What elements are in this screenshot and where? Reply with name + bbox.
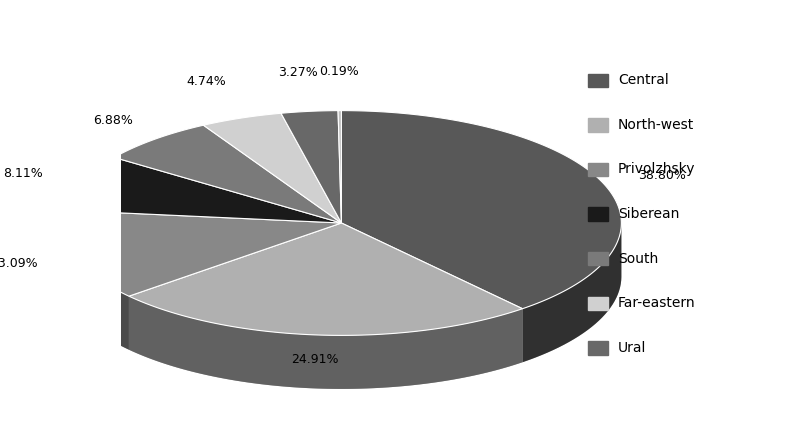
Polygon shape — [63, 157, 341, 223]
Polygon shape — [61, 222, 129, 350]
Polygon shape — [114, 125, 341, 223]
Text: 24.91%: 24.91% — [291, 353, 338, 366]
Bar — [588, 207, 608, 221]
Text: Privolzhsky: Privolzhsky — [618, 162, 696, 177]
Bar — [588, 297, 608, 310]
Text: Far-eastern: Far-eastern — [618, 296, 696, 310]
Polygon shape — [522, 223, 622, 362]
Polygon shape — [203, 113, 341, 223]
Polygon shape — [129, 223, 522, 335]
Text: 0.19%: 0.19% — [319, 65, 359, 78]
Text: 6.88%: 6.88% — [93, 115, 133, 128]
Text: 38.80%: 38.80% — [638, 169, 686, 182]
Text: Ural: Ural — [618, 341, 646, 355]
Bar — [588, 163, 608, 176]
Polygon shape — [61, 210, 341, 296]
Text: North-west: North-west — [618, 118, 694, 132]
Text: Central: Central — [618, 73, 669, 87]
Bar — [588, 118, 608, 132]
Polygon shape — [129, 296, 522, 389]
Text: 13.09%: 13.09% — [0, 257, 39, 270]
Text: 4.74%: 4.74% — [186, 75, 226, 88]
Bar — [588, 252, 608, 265]
Polygon shape — [338, 111, 341, 223]
Polygon shape — [61, 224, 622, 389]
Bar — [588, 341, 608, 355]
Polygon shape — [341, 111, 622, 309]
Text: South: South — [618, 252, 658, 266]
Text: 8.11%: 8.11% — [3, 167, 43, 180]
Polygon shape — [281, 111, 341, 223]
Text: 3.27%: 3.27% — [278, 66, 318, 79]
Bar — [588, 74, 608, 87]
Text: Siberean: Siberean — [618, 207, 679, 221]
